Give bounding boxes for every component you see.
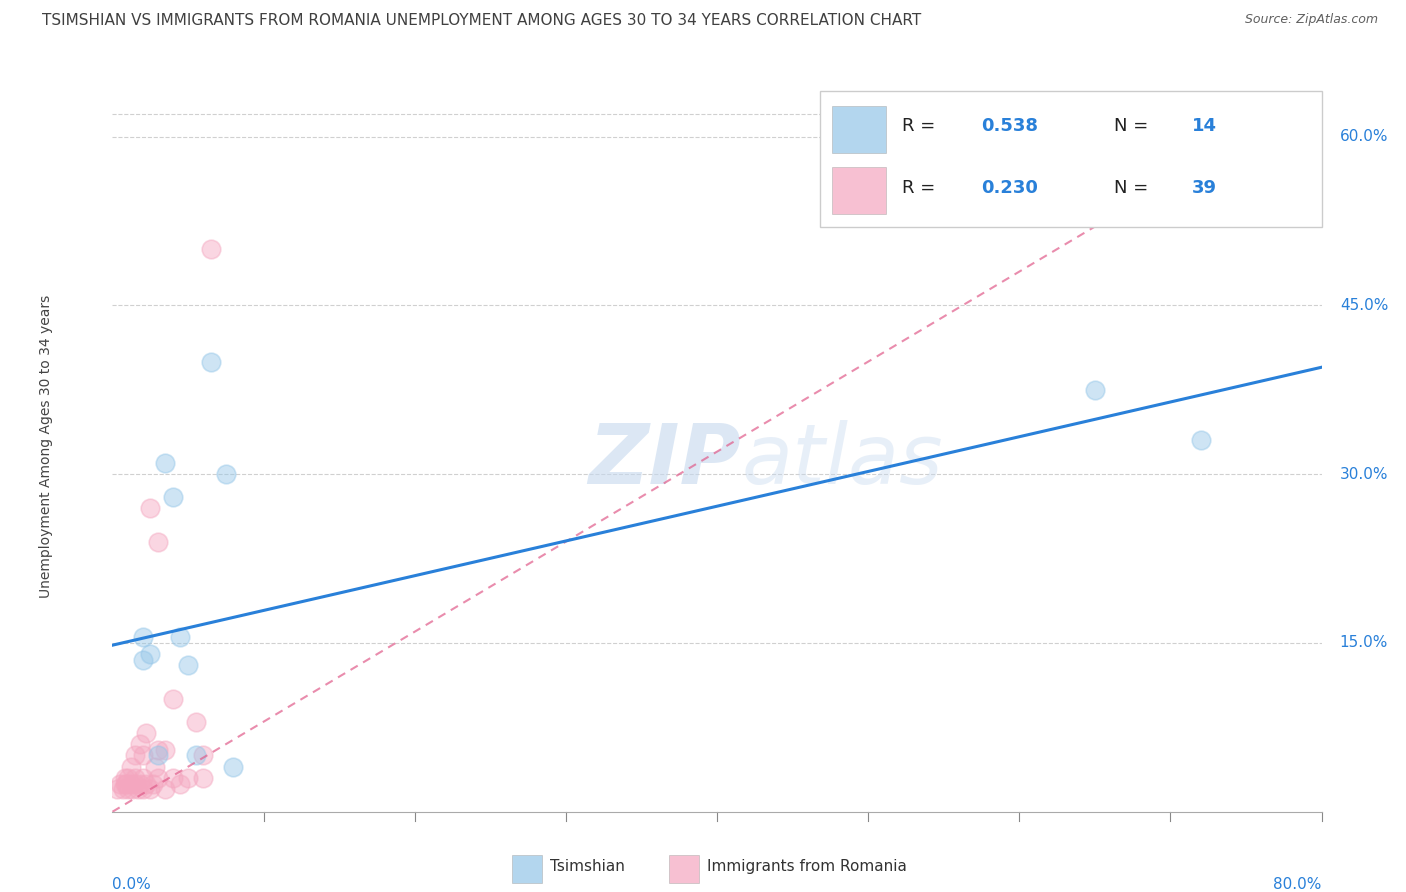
Point xyxy=(132,782,155,797)
Point xyxy=(128,776,150,790)
Point xyxy=(139,500,162,515)
Point xyxy=(162,771,184,785)
Text: N =: N = xyxy=(1114,118,1154,136)
Text: TSIMSHIAN VS IMMIGRANTS FROM ROMANIA UNEMPLOYMENT AMONG AGES 30 TO 34 YEARS CORR: TSIMSHIAN VS IMMIGRANTS FROM ROMANIA UNE… xyxy=(42,13,921,29)
Point xyxy=(135,726,157,740)
Point xyxy=(222,760,245,774)
Point xyxy=(146,748,169,763)
Point xyxy=(117,771,139,785)
Point xyxy=(155,456,177,470)
Point xyxy=(117,782,139,797)
Text: Source: ZipAtlas.com: Source: ZipAtlas.com xyxy=(1244,13,1378,27)
Text: N =: N = xyxy=(1114,178,1154,197)
Point xyxy=(200,354,222,368)
Bar xyxy=(512,855,541,883)
Point xyxy=(191,748,214,763)
Point xyxy=(169,776,191,790)
Point xyxy=(200,242,222,256)
Point xyxy=(127,782,149,797)
Point xyxy=(184,714,207,729)
Point xyxy=(115,776,138,790)
Point xyxy=(132,630,155,644)
Point xyxy=(132,653,155,667)
Text: 15.0%: 15.0% xyxy=(1340,635,1388,650)
Point xyxy=(146,771,169,785)
Point xyxy=(135,776,157,790)
Point xyxy=(120,760,142,774)
Point xyxy=(139,782,162,797)
Text: 14: 14 xyxy=(1192,118,1218,136)
Bar xyxy=(669,855,699,883)
Point xyxy=(1084,383,1107,397)
Point xyxy=(155,743,177,757)
Point xyxy=(184,748,207,763)
Point xyxy=(155,782,177,797)
Point xyxy=(146,534,169,549)
Text: atlas: atlas xyxy=(741,420,943,501)
Point xyxy=(146,743,169,757)
Text: 0.230: 0.230 xyxy=(980,178,1038,197)
Point xyxy=(177,658,200,673)
Point xyxy=(114,771,136,785)
FancyBboxPatch shape xyxy=(820,91,1322,227)
Point xyxy=(1189,434,1212,448)
Point xyxy=(121,782,143,797)
Point xyxy=(124,748,146,763)
Text: 39: 39 xyxy=(1192,178,1218,197)
Point xyxy=(108,776,131,790)
Point xyxy=(177,771,200,785)
Point xyxy=(124,771,146,785)
Point xyxy=(128,737,150,751)
Text: Unemployment Among Ages 30 to 34 years: Unemployment Among Ages 30 to 34 years xyxy=(39,294,53,598)
Point xyxy=(105,782,128,797)
Text: 60.0%: 60.0% xyxy=(1340,129,1388,144)
Text: 0.0%: 0.0% xyxy=(112,877,152,892)
Text: ZIP: ZIP xyxy=(589,420,741,501)
Bar xyxy=(832,167,886,214)
Text: 80.0%: 80.0% xyxy=(1274,877,1322,892)
Point xyxy=(169,630,191,644)
Point xyxy=(112,782,135,797)
Text: Tsimshian: Tsimshian xyxy=(550,859,626,874)
Point xyxy=(162,692,184,706)
Text: R =: R = xyxy=(903,178,941,197)
Point xyxy=(162,490,184,504)
Point xyxy=(191,771,214,785)
Text: R =: R = xyxy=(903,118,941,136)
Bar xyxy=(832,106,886,153)
Text: 45.0%: 45.0% xyxy=(1340,298,1388,313)
Point xyxy=(143,760,166,774)
Point xyxy=(215,467,238,482)
Point xyxy=(132,748,155,763)
Point xyxy=(132,771,155,785)
Point xyxy=(139,647,162,661)
Text: 0.538: 0.538 xyxy=(980,118,1038,136)
Point xyxy=(142,776,165,790)
Point xyxy=(124,776,146,790)
Point xyxy=(114,776,136,790)
Point xyxy=(120,776,142,790)
Text: 30.0%: 30.0% xyxy=(1340,467,1388,482)
Text: Immigrants from Romania: Immigrants from Romania xyxy=(707,859,907,874)
